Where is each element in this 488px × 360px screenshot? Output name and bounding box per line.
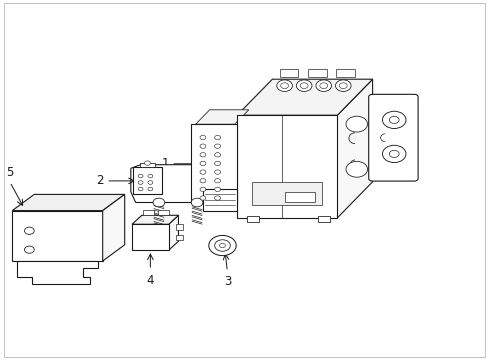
Circle shape — [153, 198, 164, 207]
Circle shape — [300, 83, 307, 89]
Circle shape — [138, 174, 142, 178]
Polygon shape — [12, 211, 102, 261]
Polygon shape — [17, 261, 98, 284]
Bar — [317, 216, 329, 222]
Bar — [176, 235, 183, 240]
Circle shape — [200, 187, 205, 192]
Circle shape — [315, 80, 331, 91]
Bar — [158, 210, 168, 215]
Bar — [336, 69, 354, 77]
FancyBboxPatch shape — [368, 94, 417, 181]
Circle shape — [200, 179, 205, 183]
Polygon shape — [12, 194, 124, 211]
Circle shape — [280, 83, 288, 89]
Text: 4: 4 — [146, 274, 154, 287]
Bar — [285, 192, 314, 202]
Circle shape — [200, 135, 205, 140]
Circle shape — [296, 80, 311, 91]
Circle shape — [147, 174, 152, 178]
Circle shape — [219, 243, 225, 248]
Text: 1: 1 — [161, 157, 168, 170]
Circle shape — [24, 246, 34, 253]
Bar — [279, 69, 298, 77]
Circle shape — [200, 170, 205, 174]
Circle shape — [319, 83, 327, 89]
Bar — [176, 224, 183, 230]
Polygon shape — [130, 165, 216, 202]
Polygon shape — [132, 215, 178, 224]
Bar — [140, 163, 154, 167]
Circle shape — [335, 80, 350, 91]
Text: 2: 2 — [96, 174, 103, 188]
Bar — [143, 210, 154, 215]
Circle shape — [346, 161, 367, 177]
Circle shape — [382, 111, 405, 129]
Text: 3: 3 — [223, 275, 231, 288]
Polygon shape — [102, 194, 124, 261]
Polygon shape — [252, 182, 322, 206]
Polygon shape — [203, 189, 237, 211]
Circle shape — [382, 145, 405, 163]
Circle shape — [346, 116, 367, 132]
Circle shape — [214, 135, 220, 140]
Circle shape — [214, 179, 220, 183]
Bar — [246, 216, 259, 222]
Polygon shape — [237, 115, 337, 218]
Polygon shape — [132, 224, 168, 250]
Circle shape — [138, 187, 142, 191]
Circle shape — [144, 161, 150, 165]
Polygon shape — [190, 124, 237, 203]
Circle shape — [276, 80, 292, 91]
Circle shape — [200, 196, 205, 200]
Circle shape — [147, 187, 152, 191]
Circle shape — [214, 170, 220, 174]
Bar — [307, 69, 326, 77]
Polygon shape — [237, 79, 372, 115]
Circle shape — [191, 198, 203, 207]
Circle shape — [200, 144, 205, 148]
Circle shape — [214, 240, 230, 251]
Circle shape — [200, 153, 205, 157]
Circle shape — [214, 161, 220, 166]
Circle shape — [214, 196, 220, 200]
Circle shape — [208, 235, 236, 256]
Text: 5: 5 — [6, 166, 14, 179]
Polygon shape — [337, 79, 372, 218]
Circle shape — [388, 150, 398, 158]
Polygon shape — [133, 167, 161, 194]
Circle shape — [339, 83, 346, 89]
Polygon shape — [168, 215, 178, 250]
Circle shape — [388, 116, 398, 123]
Circle shape — [214, 187, 220, 192]
Circle shape — [147, 181, 152, 184]
Circle shape — [138, 181, 142, 184]
Polygon shape — [195, 110, 248, 124]
Circle shape — [24, 227, 34, 234]
Circle shape — [214, 153, 220, 157]
Circle shape — [214, 144, 220, 148]
Circle shape — [200, 161, 205, 166]
